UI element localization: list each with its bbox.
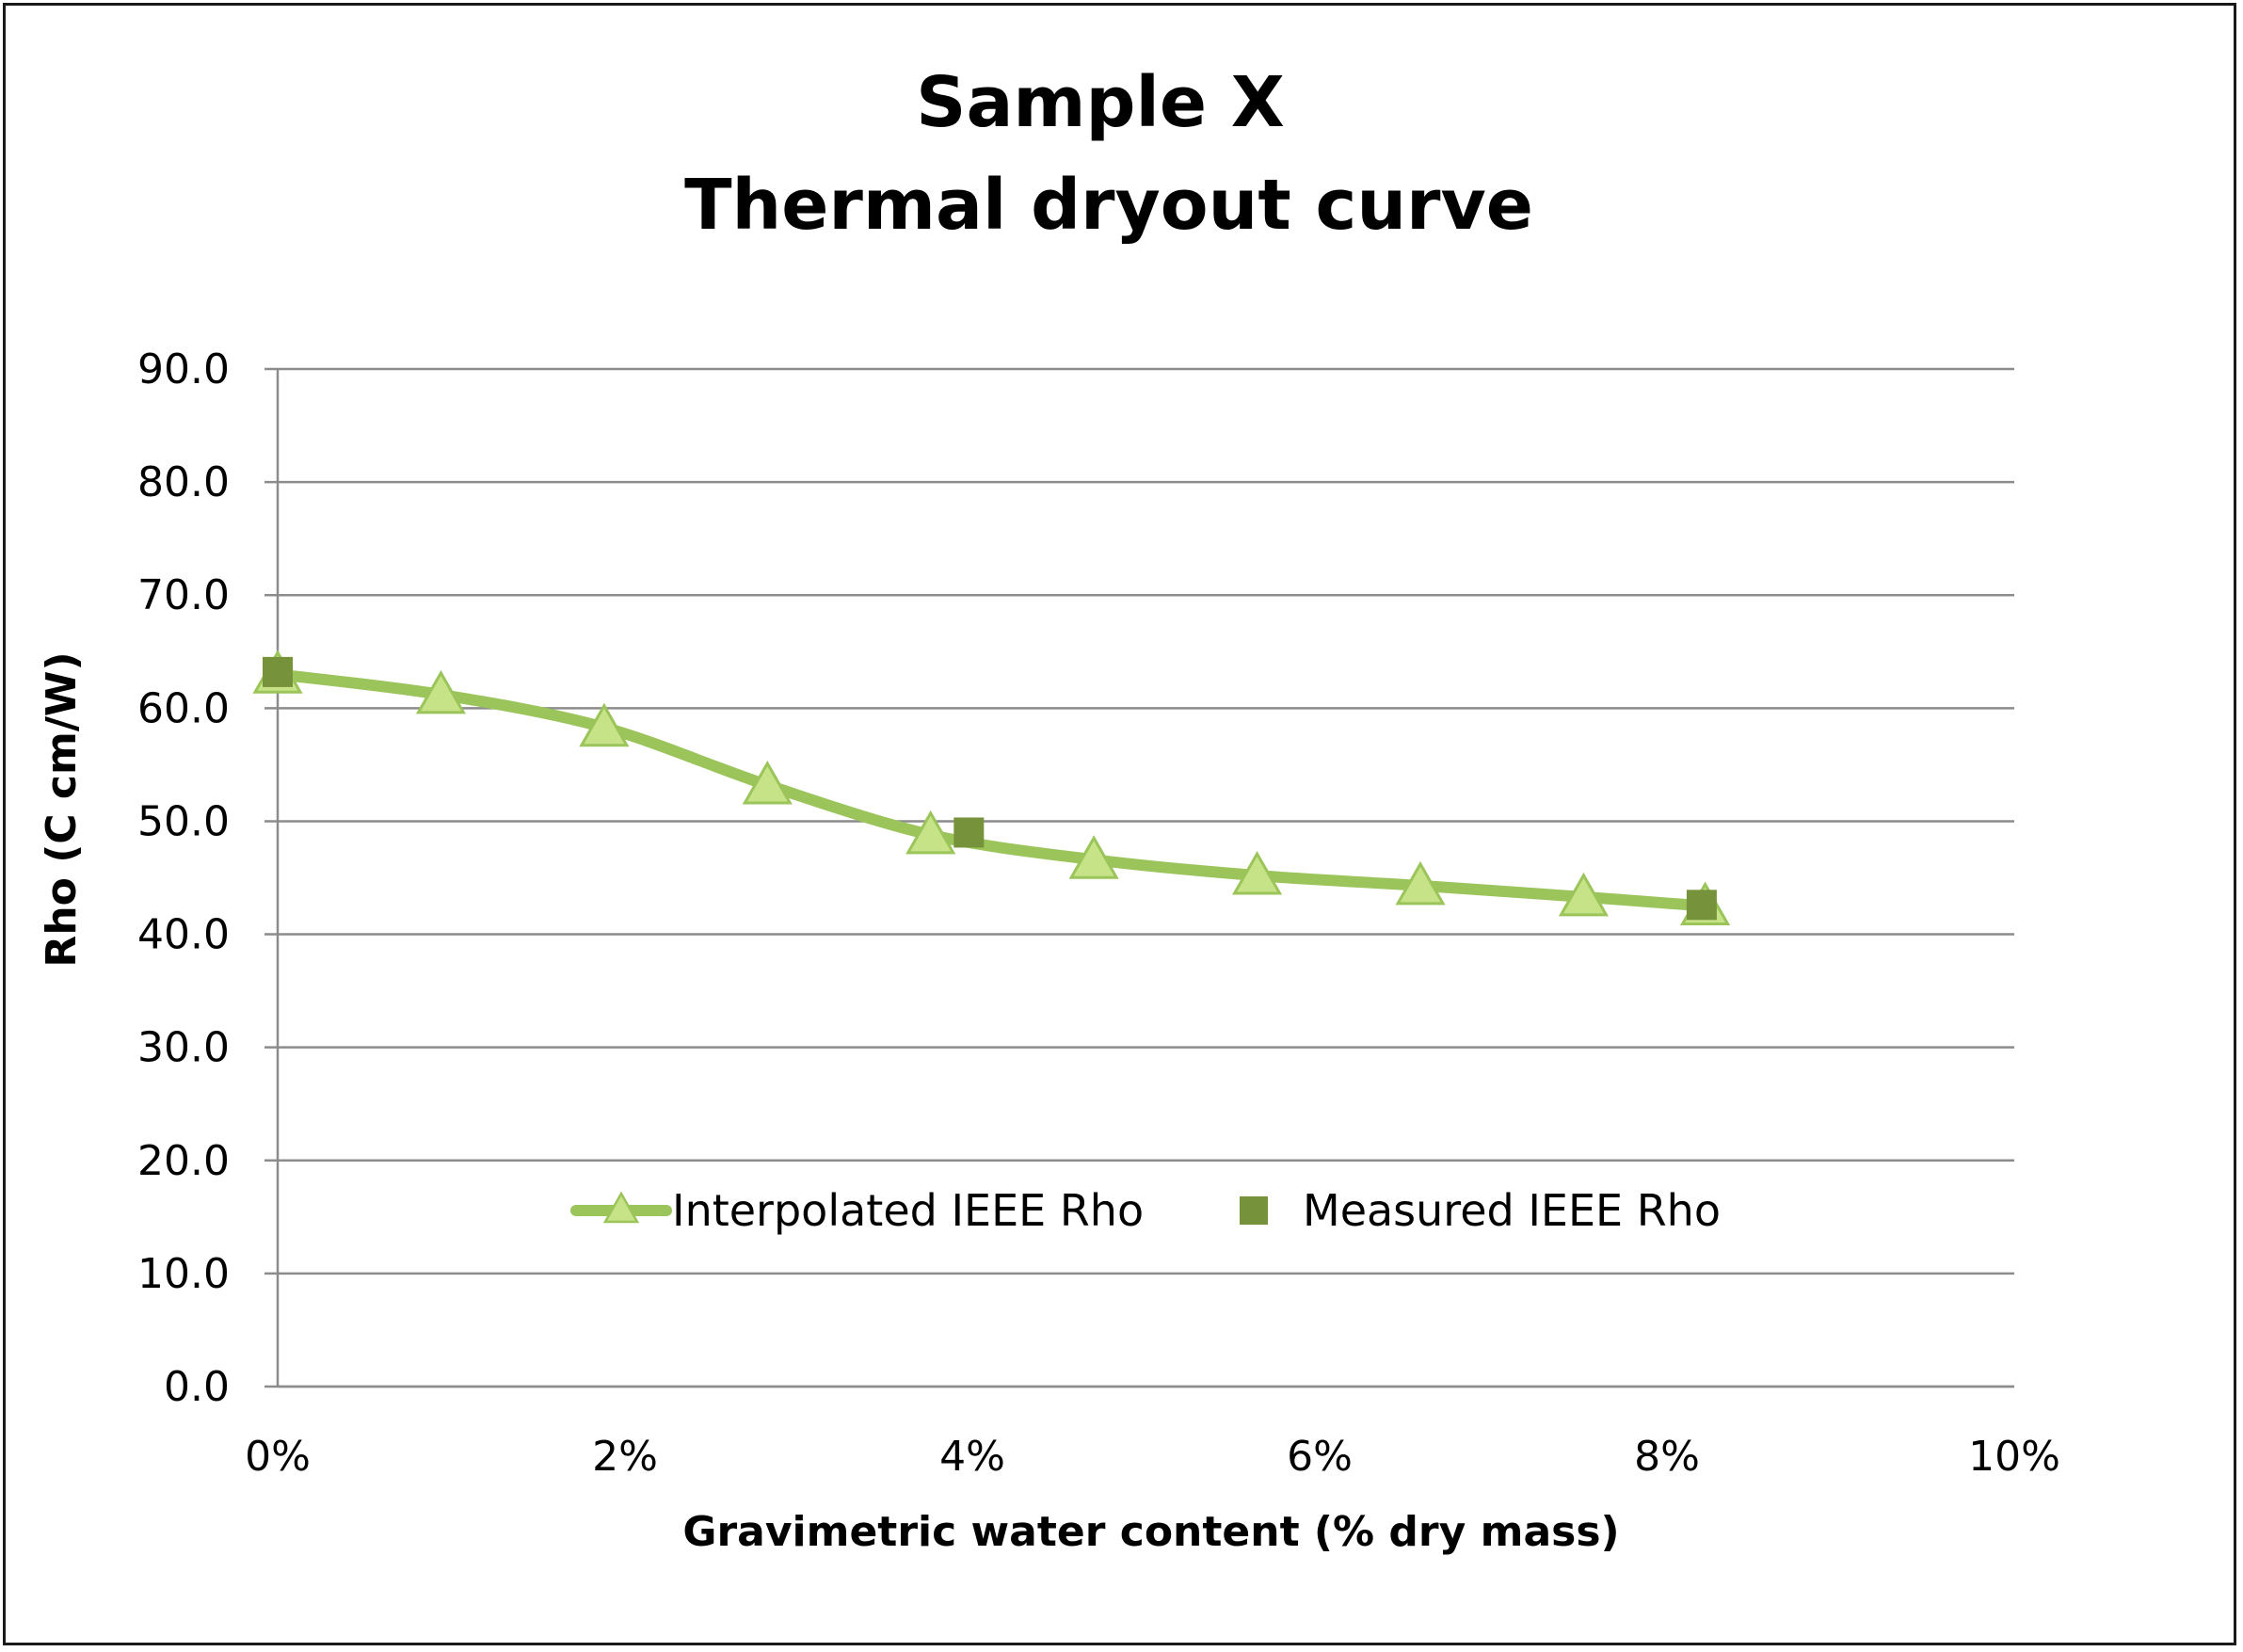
data-point-interpolated <box>1231 851 1283 895</box>
x-tick-label: 0% <box>245 1433 311 1481</box>
y-tick-label: 30.0 <box>137 1024 230 1072</box>
y-tick-label: 20.0 <box>137 1137 230 1185</box>
data-point-interpolated <box>1068 835 1119 879</box>
legend-label-interpolated: Interpolated IEEE Rho <box>672 1185 1144 1236</box>
y-axis-title: Rho (C cm/W) <box>38 651 86 967</box>
y-tick-label: 70.0 <box>137 571 230 619</box>
x-axis-title: Gravimetric water content (% dry mass) <box>682 1508 1619 1556</box>
data-point-measured <box>263 656 293 687</box>
y-tick-label: 0.0 <box>164 1363 230 1411</box>
x-tick-label: 2% <box>592 1433 658 1481</box>
y-tick-label: 50.0 <box>137 797 230 845</box>
x-tick-label: 6% <box>1287 1433 1353 1481</box>
y-tick-label: 60.0 <box>137 684 230 732</box>
data-point-interpolated <box>1395 860 1446 906</box>
data-point-measured <box>1686 890 1717 921</box>
x-tick-label: 8% <box>1634 1433 1700 1481</box>
legend-triangle-icon <box>602 1191 640 1224</box>
chart-title: Sample X <box>916 62 1285 143</box>
data-point-interpolated <box>579 702 630 747</box>
x-tick-labels: 0% 2% 4% 6% 8% 10% <box>245 1433 2060 1481</box>
chart-subtitle: Thermal dryout curve <box>684 165 1533 246</box>
data-point-interpolated <box>415 669 467 714</box>
data-point-interpolated <box>905 810 956 855</box>
data-point-interpolated <box>742 760 793 805</box>
legend-square-icon <box>1240 1196 1268 1225</box>
chart-frame <box>3 3 2236 1645</box>
data-point-measured <box>953 817 985 848</box>
plot-area <box>252 650 1731 925</box>
x-tick-label: 4% <box>939 1433 1005 1481</box>
y-tick-label: 10.0 <box>137 1250 230 1298</box>
legend-label-measured: Measured IEEE Rho <box>1303 1185 1721 1236</box>
axes <box>276 369 2014 1388</box>
x-tick-label: 10% <box>1968 1433 2060 1481</box>
legend: Interpolated IEEE Rho Measured IEEE Rho <box>570 1185 1721 1236</box>
y-tick-labels: 0.0 10.0 20.0 30.0 40.0 50.0 60.0 70.0 80.0 90.0 <box>137 345 230 1411</box>
y-tick-label: 90.0 <box>137 345 230 393</box>
series-line-interpolated <box>272 668 1711 912</box>
y-tick-label: 80.0 <box>137 458 230 506</box>
y-tick-label: 40.0 <box>137 911 230 959</box>
data-point-interpolated <box>1558 872 1610 917</box>
